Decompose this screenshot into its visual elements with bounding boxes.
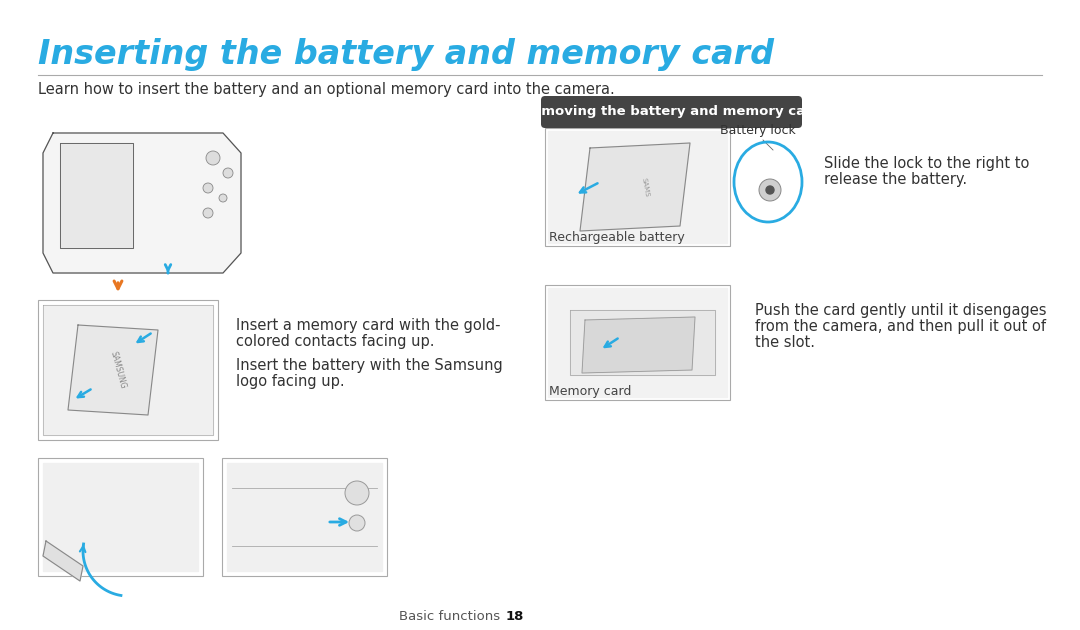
Text: SAMS: SAMS — [640, 177, 650, 197]
Text: logo facing up.: logo facing up. — [237, 374, 345, 389]
Circle shape — [222, 168, 233, 178]
Polygon shape — [43, 305, 213, 435]
Text: release the battery.: release the battery. — [824, 172, 967, 187]
Text: Insert a memory card with the gold-: Insert a memory card with the gold- — [237, 318, 500, 333]
FancyBboxPatch shape — [38, 458, 203, 576]
Text: Battery lock: Battery lock — [720, 124, 796, 137]
Text: Push the card gently until it disengages: Push the card gently until it disengages — [755, 303, 1047, 318]
FancyBboxPatch shape — [545, 128, 730, 246]
Polygon shape — [68, 325, 158, 415]
Circle shape — [759, 179, 781, 201]
Polygon shape — [43, 463, 198, 571]
FancyBboxPatch shape — [38, 300, 218, 440]
Text: Learn how to insert the battery and an optional memory card into the camera.: Learn how to insert the battery and an o… — [38, 82, 615, 97]
Text: Memory card: Memory card — [549, 385, 632, 398]
Circle shape — [766, 186, 774, 194]
Polygon shape — [43, 541, 83, 581]
FancyBboxPatch shape — [545, 285, 730, 400]
FancyBboxPatch shape — [541, 96, 802, 128]
Circle shape — [345, 481, 369, 505]
Text: Inserting the battery and memory card: Inserting the battery and memory card — [38, 38, 774, 71]
Polygon shape — [548, 131, 727, 243]
Text: 18: 18 — [507, 610, 525, 623]
Circle shape — [219, 194, 227, 202]
Polygon shape — [548, 288, 727, 397]
Text: the slot.: the slot. — [755, 335, 815, 350]
Text: Removing the battery and memory card: Removing the battery and memory card — [522, 105, 821, 118]
Text: Basic functions: Basic functions — [399, 610, 500, 623]
Circle shape — [206, 151, 220, 165]
Text: Rechargeable battery: Rechargeable battery — [549, 231, 685, 244]
Circle shape — [203, 208, 213, 218]
Circle shape — [349, 515, 365, 531]
Text: from the camera, and then pull it out of: from the camera, and then pull it out of — [755, 319, 1047, 334]
Polygon shape — [227, 463, 382, 571]
Text: Insert the battery with the Samsung: Insert the battery with the Samsung — [237, 358, 503, 373]
Text: colored contacts facing up.: colored contacts facing up. — [237, 334, 434, 349]
Polygon shape — [570, 310, 715, 375]
Polygon shape — [582, 317, 696, 373]
Text: SAMSUNG: SAMSUNG — [109, 350, 127, 390]
Polygon shape — [580, 143, 690, 231]
Polygon shape — [60, 143, 133, 248]
Text: Slide the lock to the right to: Slide the lock to the right to — [824, 156, 1029, 171]
Circle shape — [203, 183, 213, 193]
FancyBboxPatch shape — [222, 458, 387, 576]
Polygon shape — [43, 133, 241, 273]
